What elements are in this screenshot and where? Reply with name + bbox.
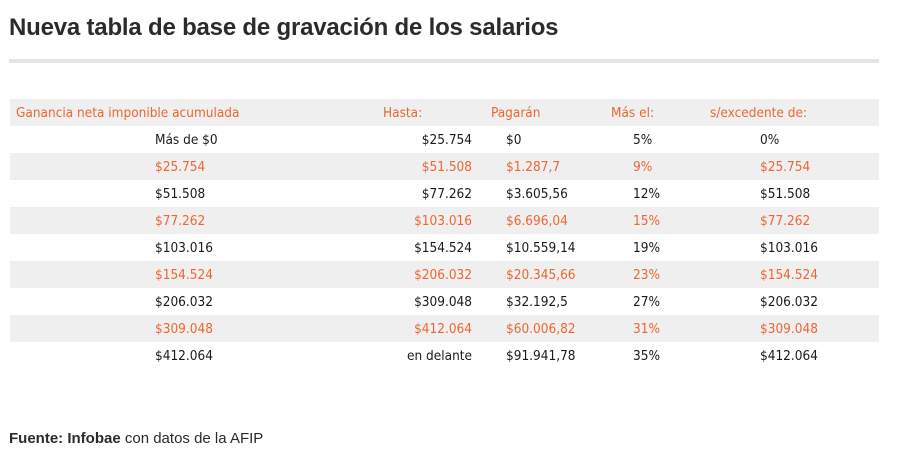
cell-desde: $206.032 <box>155 293 213 310</box>
cell-mas-el: 9% <box>605 153 700 180</box>
cell-hasta: $77.262 <box>421 185 472 202</box>
title-divider <box>9 59 879 63</box>
table-row: Más de $0 $25.754 $0 5% 0% <box>10 126 879 153</box>
source-credit: Fuente: Infobae con datos de la AFIP <box>9 430 263 447</box>
cell-hasta: $25.754 <box>421 131 472 148</box>
column-header-hasta: Hasta: <box>377 99 485 126</box>
cell-excedente: $25.754 <box>700 153 879 180</box>
cell-desde: $25.754 <box>10 153 377 180</box>
source-outlet: Infobae <box>67 430 121 447</box>
source-detail: con datos de la AFIP <box>124 430 264 447</box>
cell-pagaran: $0 <box>506 131 522 148</box>
cell-desde: $77.262 <box>10 207 377 234</box>
cell-hasta: $412.064 <box>377 315 485 342</box>
cell-pagaran: $20.345,66 <box>485 261 605 288</box>
cell-excedente: $206.032 <box>760 293 818 310</box>
cell-desde: Más de $0 <box>155 131 218 148</box>
cell-pagaran: $3.605,56 <box>506 185 568 202</box>
table-row: $412.064 en delante $91.941,78 35% $412.… <box>10 342 879 369</box>
cell-mas-el: 15% <box>605 207 700 234</box>
cell-pagaran: $32.192,5 <box>506 293 568 310</box>
cell-hasta: $154.524 <box>414 239 472 256</box>
cell-excedente: 0% <box>760 131 780 148</box>
cell-hasta: $51.508 <box>377 153 485 180</box>
column-header-pagaran: Pagarán <box>485 99 605 126</box>
cell-desde: $309.048 <box>10 315 377 342</box>
table-row: $206.032 $309.048 $32.192,5 27% $206.032 <box>10 288 879 315</box>
source-label: Fuente: <box>9 430 64 447</box>
cell-pagaran: $6.696,04 <box>485 207 605 234</box>
cell-pagaran: $1.287,7 <box>485 153 605 180</box>
cell-excedente: $309.048 <box>700 315 879 342</box>
cell-hasta: en delante <box>407 347 472 364</box>
cell-excedente: $412.064 <box>760 347 818 364</box>
cell-mas-el: 19% <box>633 239 660 256</box>
cell-excedente: $77.262 <box>700 207 879 234</box>
cell-desde: $154.524 <box>10 261 377 288</box>
cell-pagaran: $91.941,78 <box>506 347 576 364</box>
table-row: $25.754 $51.508 $1.287,7 9% $25.754 <box>10 153 879 180</box>
table-row: $154.524 $206.032 $20.345,66 23% $154.52… <box>10 261 879 288</box>
cell-pagaran: $10.559,14 <box>506 239 576 256</box>
cell-mas-el: 12% <box>633 185 660 202</box>
cell-hasta: $103.016 <box>377 207 485 234</box>
cell-excedente: $103.016 <box>760 239 818 256</box>
cell-mas-el: 31% <box>605 315 700 342</box>
cell-desde: $412.064 <box>155 347 213 364</box>
cell-mas-el: 27% <box>633 293 660 310</box>
tax-rate-table: Ganancia neta imponible acumulada Hasta:… <box>10 99 879 369</box>
table-row: $309.048 $412.064 $60.006,82 31% $309.04… <box>10 315 879 342</box>
cell-hasta: $206.032 <box>377 261 485 288</box>
column-header-ganancia: Ganancia neta imponible acumulada <box>10 99 377 126</box>
cell-mas-el: 35% <box>633 347 660 364</box>
cell-excedente: $51.508 <box>760 185 811 202</box>
table-row: $51.508 $77.262 $3.605,56 12% $51.508 <box>10 180 879 207</box>
table-row: $103.016 $154.524 $10.559,14 19% $103.01… <box>10 234 879 261</box>
cell-mas-el: 5% <box>633 131 653 148</box>
page-title: Nueva tabla de base de gravación de los … <box>9 14 559 41</box>
cell-excedente: $154.524 <box>700 261 879 288</box>
cell-mas-el: 23% <box>605 261 700 288</box>
column-header-excedente: s/excedente de: <box>700 99 879 126</box>
cell-desde: $103.016 <box>155 239 213 256</box>
cell-hasta: $309.048 <box>414 293 472 310</box>
cell-pagaran: $60.006,82 <box>485 315 605 342</box>
table-row: $77.262 $103.016 $6.696,04 15% $77.262 <box>10 207 879 234</box>
cell-desde: $51.508 <box>155 185 206 202</box>
column-header-mas-el: Más el: <box>605 99 700 126</box>
table-header-row: Ganancia neta imponible acumulada Hasta:… <box>10 99 879 126</box>
